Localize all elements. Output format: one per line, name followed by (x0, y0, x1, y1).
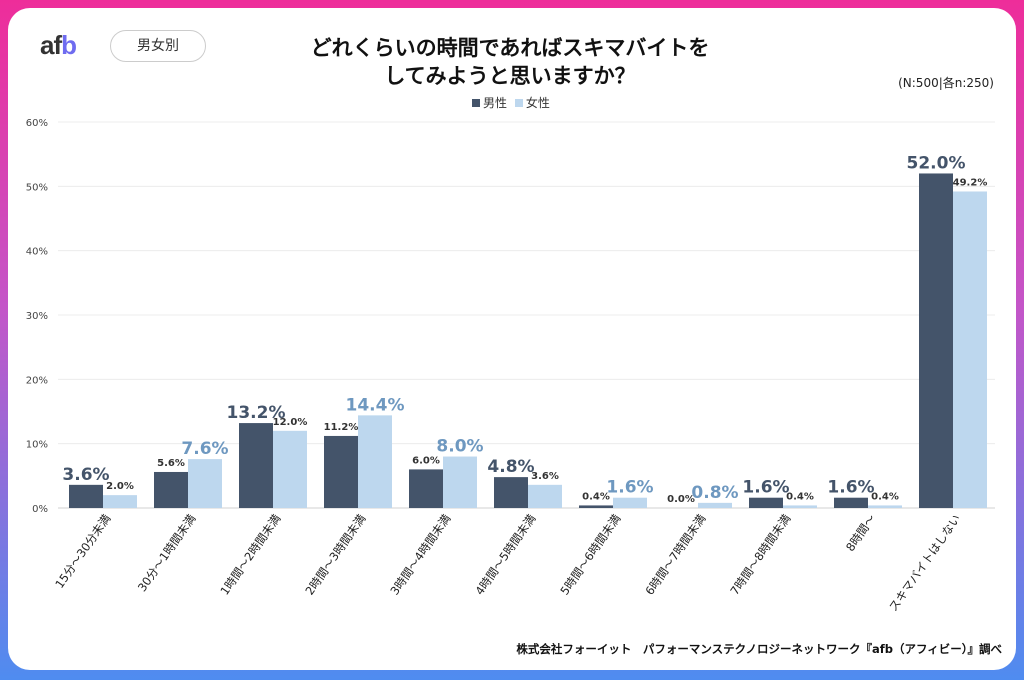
data-label: 49.2% (953, 177, 988, 188)
legend-swatch-male (472, 99, 480, 107)
data-label: 1.6% (606, 478, 653, 498)
bar-female (868, 505, 902, 508)
data-label: 1.6% (827, 478, 874, 498)
data-label: 1.6% (742, 478, 789, 498)
data-label: 12.0% (273, 417, 308, 428)
data-label: 3.6% (62, 465, 109, 485)
bar-male (154, 471, 188, 508)
x-tick-label: 30分～1時間未満 (135, 512, 199, 595)
data-label: 0.4% (786, 491, 814, 502)
title-line-1: どれくらいの時間であればスキマバイトを (310, 36, 710, 60)
x-tick-label: 1時間～2時間未満 (217, 512, 283, 598)
data-label: 6.0% (412, 455, 440, 466)
bar-male (579, 505, 613, 508)
data-label: 8.0% (436, 437, 483, 457)
y-tick-label: 10% (26, 440, 48, 451)
bar-female (783, 505, 817, 508)
legend-swatch-female (514, 99, 523, 107)
data-label: 5.6% (157, 458, 185, 469)
bar-male (239, 423, 273, 508)
data-label: 4.8% (487, 457, 534, 477)
legend-label-female: 女性 (525, 96, 550, 110)
y-tick-label: 40% (26, 247, 48, 258)
legend: 男性 女性 (468, 94, 550, 111)
chart-title: どれくらいの時間であればスキマバイトを してみようと思いますか？ (220, 34, 800, 90)
data-label: 7.6% (181, 439, 228, 459)
bar-female (273, 430, 307, 508)
x-tick-label: 2時間～3時間未満 (302, 512, 368, 598)
bar-male (919, 173, 953, 508)
legend-label-male: 男性 (483, 96, 508, 110)
bar-male (749, 497, 783, 508)
y-tick-label: 0% (32, 504, 48, 515)
x-tick-label: 5時間～6時間未満 (557, 512, 623, 598)
bar-female (443, 456, 477, 508)
bar-male (834, 497, 868, 508)
bar-female (358, 415, 392, 508)
bar-female (953, 191, 987, 509)
bar-male (324, 435, 358, 508)
y-tick-label: 50% (26, 182, 48, 193)
x-tick-label: 6時間～7時間未満 (642, 512, 708, 598)
y-tick-label: 20% (26, 375, 48, 386)
x-tick-label: スキマバイトはしない (886, 512, 963, 614)
data-label: 0.8% (691, 483, 738, 503)
bar-female (528, 484, 562, 508)
x-tick-label: 7時間～8時間未満 (727, 512, 793, 598)
x-tick-label: 15分～30分未満 (52, 512, 113, 591)
bar-male (409, 469, 443, 508)
chart-card (8, 8, 1016, 670)
x-tick-label: 8時間～ (843, 511, 879, 554)
x-tick-label: 3時間～4時間未満 (387, 512, 453, 598)
data-label: 52.0% (907, 153, 966, 173)
data-label: 0.4% (582, 491, 610, 502)
y-tick-label: 60% (26, 118, 48, 129)
bar-female (613, 497, 647, 508)
segment-badge: 男女別 (110, 30, 206, 62)
x-tick-label: 4時間～5時間未満 (472, 512, 538, 598)
data-label: 11.2% (324, 422, 359, 433)
data-label: 2.0% (106, 481, 134, 492)
bar-female (103, 495, 137, 508)
afb-logo: afb (40, 30, 77, 60)
source-credit: 株式会社フォーイット パフォーマンステクノロジーネットワーク『afb（アフィビー… (516, 642, 1002, 656)
data-label: 0.4% (871, 491, 899, 502)
bar-male (69, 484, 103, 508)
y-tick-label: 30% (26, 311, 48, 322)
data-label: 14.4% (346, 395, 405, 415)
title-line-2: してみようと思いますか？ (384, 64, 636, 88)
sample-size-note: (N:500|各n:250) (898, 76, 994, 90)
data-label: 0.0% (667, 494, 695, 505)
bar-female (188, 459, 222, 508)
bar-female (698, 502, 732, 508)
data-label: 3.6% (531, 471, 559, 482)
data-label: 13.2% (227, 403, 286, 423)
bar-male (494, 477, 528, 508)
